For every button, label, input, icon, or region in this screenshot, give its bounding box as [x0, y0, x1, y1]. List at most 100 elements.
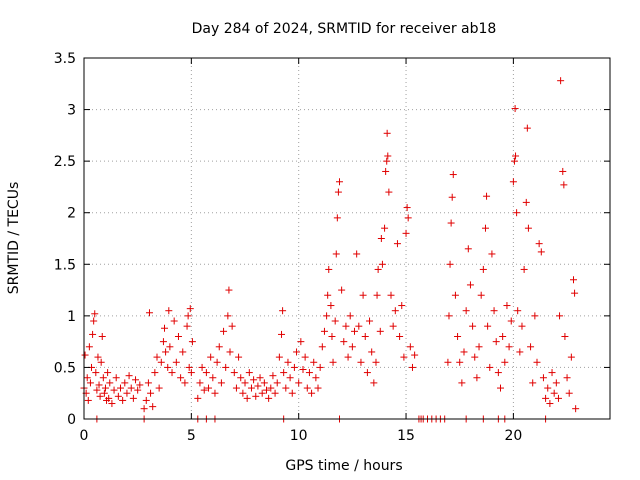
- data-point: [333, 214, 341, 222]
- data-point: [162, 348, 170, 356]
- data-point: [151, 369, 159, 377]
- data-point: [303, 384, 311, 392]
- data-point: [323, 312, 331, 320]
- data-point: [396, 332, 404, 340]
- data-point: [174, 332, 182, 340]
- data-point: [168, 369, 176, 377]
- data-point: [381, 224, 389, 232]
- data-point: [385, 188, 393, 196]
- data-point: [357, 358, 365, 366]
- data-point: [196, 379, 204, 387]
- data-point: [225, 286, 233, 294]
- data-point: [83, 374, 91, 382]
- data-point: [332, 250, 340, 258]
- data-point: [125, 372, 133, 380]
- data-point: [444, 358, 452, 366]
- data-point: [222, 363, 230, 371]
- data-point: [211, 389, 219, 397]
- data-point: [387, 291, 395, 299]
- data-point: [359, 291, 367, 299]
- data-point: [147, 389, 155, 397]
- data-point: [159, 338, 167, 346]
- data-point: [318, 343, 326, 351]
- data-point: [93, 386, 101, 394]
- data-point: [481, 224, 489, 232]
- data-point: [92, 369, 100, 377]
- data-point: [258, 389, 266, 397]
- data-point: [513, 209, 521, 217]
- data-point: [382, 167, 390, 175]
- data-point: [202, 369, 210, 377]
- data-point: [256, 374, 264, 382]
- data-point: [267, 384, 275, 392]
- data-point: [295, 379, 303, 387]
- grid-lines: [84, 58, 610, 419]
- data-point: [84, 396, 92, 404]
- y-tick-label: 0.5: [54, 360, 76, 376]
- data-point: [511, 105, 519, 113]
- data-point: [149, 403, 157, 411]
- data-point: [366, 317, 374, 325]
- data-points: [80, 77, 580, 423]
- data-point: [374, 265, 382, 273]
- data-point: [527, 343, 535, 351]
- y-tick-label: 1.5: [54, 257, 76, 273]
- data-point: [320, 327, 328, 335]
- data-point: [172, 358, 180, 366]
- data-point: [477, 291, 485, 299]
- data-point: [383, 157, 391, 165]
- data-point: [451, 291, 459, 299]
- data-point: [403, 204, 411, 212]
- data-point: [507, 317, 515, 325]
- data-point: [404, 214, 412, 222]
- data-point: [391, 307, 399, 315]
- data-point: [539, 374, 547, 382]
- data-point: [136, 381, 144, 389]
- data-point: [213, 358, 221, 366]
- data-point: [90, 317, 98, 325]
- data-point: [372, 358, 380, 366]
- data-point: [340, 338, 348, 346]
- data-point: [484, 322, 492, 330]
- data-point: [198, 363, 206, 371]
- data-point: [514, 307, 522, 315]
- data-point: [373, 291, 381, 299]
- data-point: [153, 353, 161, 361]
- data-point: [106, 379, 114, 387]
- data-point: [279, 307, 287, 315]
- data-point: [565, 389, 573, 397]
- data-point: [96, 392, 104, 400]
- data-point: [85, 343, 93, 351]
- data-point: [516, 348, 524, 356]
- data-point: [494, 369, 502, 377]
- data-point: [567, 353, 575, 361]
- data-point: [245, 369, 253, 377]
- data-point: [454, 332, 462, 340]
- data-point: [548, 369, 556, 377]
- data-point: [456, 358, 464, 366]
- data-point: [554, 394, 562, 402]
- data-point: [383, 129, 391, 137]
- data-point: [144, 379, 152, 387]
- data-point: [312, 374, 320, 382]
- data-point: [531, 312, 539, 320]
- data-point: [559, 167, 567, 175]
- data-point: [560, 181, 568, 189]
- data-point: [556, 312, 564, 320]
- data-point: [408, 363, 416, 371]
- data-point: [446, 260, 454, 268]
- data-point: [458, 379, 466, 387]
- data-point: [170, 317, 178, 325]
- x-tick-label: 0: [80, 428, 89, 444]
- data-point: [252, 392, 260, 400]
- data-point: [271, 389, 279, 397]
- data-point: [123, 389, 131, 397]
- y-axis-label: SRMTID / TECUs: [6, 182, 22, 295]
- data-point: [217, 379, 225, 387]
- data-point: [479, 265, 487, 273]
- data-point: [132, 376, 140, 384]
- data-point: [361, 332, 369, 340]
- data-point: [288, 389, 296, 397]
- data-point: [327, 302, 335, 310]
